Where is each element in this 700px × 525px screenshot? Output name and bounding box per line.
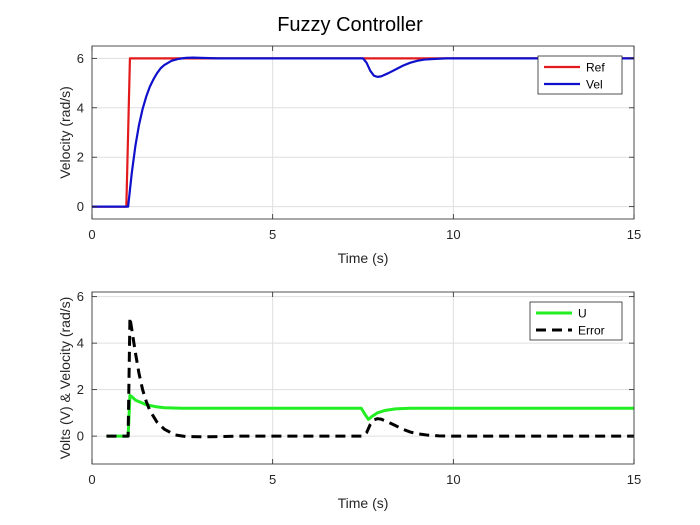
x-tick-label: 15 — [627, 472, 641, 487]
series-line-vel — [92, 56, 634, 208]
legend-label-error: Error — [578, 324, 605, 338]
y-tick-label: 0 — [77, 199, 84, 214]
top-axes: 0 5 10 15 0 2 4 6 Time (s) Velocity (rad/s) Ref Vel — [57, 45, 641, 266]
y-tick-label: 4 — [77, 100, 84, 115]
y-axis-label: Velocity (rad/s) — [57, 86, 73, 179]
legend-label-ref: Ref — [586, 61, 605, 75]
legend-box — [537, 55, 623, 95]
axes-box — [91, 45, 635, 220]
y-tick-label: 4 — [77, 336, 84, 351]
legend-label-u: U — [578, 307, 587, 321]
x-tick-label: 5 — [269, 472, 276, 487]
x-axis-label: Time (s) — [338, 250, 389, 266]
x-tick-label: 15 — [627, 227, 641, 242]
legend-box — [529, 301, 623, 341]
figure-title: Fuzzy Controller — [277, 14, 423, 36]
x-tick-label: 10 — [446, 227, 460, 242]
bottom-axes: 0 5 10 15 0 2 4 6 Time (s) Volts (V) & Velocity (… — [57, 289, 641, 511]
x-tick-label: 0 — [88, 472, 95, 487]
x-tick-label: 5 — [269, 227, 276, 242]
y-tick-label: 0 — [77, 429, 84, 444]
x-tick-label: 0 — [88, 227, 95, 242]
x-tick-label: 10 — [446, 472, 460, 487]
y-tick-label: 2 — [77, 382, 84, 397]
series-line-error — [106, 316, 634, 439]
x-axis-label: Time (s) — [338, 495, 389, 511]
y-axis-label: Volts (V) & Velocity (rad/s) — [57, 297, 73, 460]
legend-label-vel: Vel — [586, 78, 603, 92]
y-tick-label: 2 — [77, 150, 84, 165]
y-tick-label: 6 — [77, 289, 84, 304]
axes-box — [91, 291, 635, 465]
series-line-u — [106, 393, 634, 438]
y-tick-label: 6 — [77, 51, 84, 66]
